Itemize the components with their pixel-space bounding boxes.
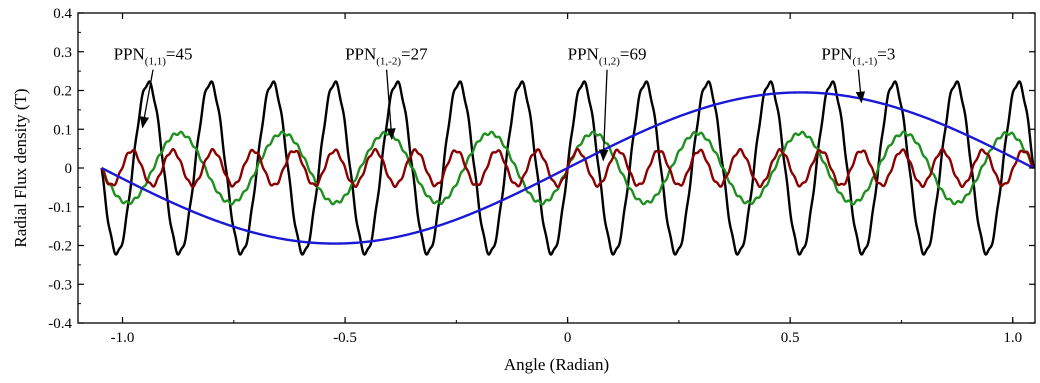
y-tick-label: -0.1 [48, 200, 72, 216]
y-tick-label: 0.2 [53, 84, 72, 100]
annotation-arrow-3 [855, 69, 866, 104]
y-tick-label: 0.4 [53, 6, 72, 22]
x-tick-label: 0 [564, 330, 572, 346]
x-tick-label: 0.5 [781, 330, 800, 346]
y-tick-label: 0.1 [53, 122, 72, 138]
annotation-subscript: (1,-2) [376, 56, 401, 68]
x-axis-title: Angle (Radian) [504, 355, 609, 374]
y-tick-label: 0 [65, 161, 73, 177]
annotation-value: =3 [877, 45, 895, 64]
annotation-base: PPN [114, 45, 145, 64]
annotation-base: PPN [345, 45, 376, 64]
y-tick-label: -0.4 [48, 316, 72, 332]
x-tick-label: -0.5 [333, 330, 357, 346]
annotation-arrow-1 [385, 69, 396, 141]
y-tick-label: -0.2 [48, 239, 72, 255]
annotation-label-3: PPN(1,-1)=3 [821, 45, 895, 68]
annotation-base: PPN [568, 45, 599, 64]
axes-layer: -1.0 -0.5 0 0.5 1.0 -0.4 -0.3 -0.2 -0.1 0 0.1 0.2 0.… [48, 6, 1036, 346]
series-line-3 [101, 91, 1035, 245]
annotation-value: =27 [401, 45, 428, 64]
annotation-subscript: (1,1) [145, 56, 166, 68]
annotation-subscript: (1,-1) [853, 56, 878, 68]
annotation-subscript: (1,2) [599, 56, 620, 68]
annotation-label-2: PPN(1,2)=69 [568, 45, 647, 68]
annotation-arrow-2 [599, 69, 609, 162]
y-axis-title: Radial Flux density (T) [11, 88, 30, 247]
x-tick-label: 1.0 [1003, 330, 1022, 346]
y-tick-label: -0.3 [48, 277, 72, 293]
y-tick-label: 0.3 [53, 45, 72, 61]
annotation-label-1: PPN(1,-2)=27 [345, 45, 428, 68]
annotation-arrow-0 [139, 69, 154, 129]
annotation-layer: PPN(1,1)=45 PPN(1,-2)=27 PPN(1,2)=69 PPN(1,… [114, 45, 895, 162]
x-tick-label: -1.0 [111, 330, 135, 346]
series-layer [100, 80, 1035, 256]
annotation-label-0: PPN(1,1)=45 [114, 45, 193, 68]
annotation-base: PPN [821, 45, 852, 64]
annotation-value: =69 [620, 45, 647, 64]
annotation-value: =45 [166, 45, 193, 64]
